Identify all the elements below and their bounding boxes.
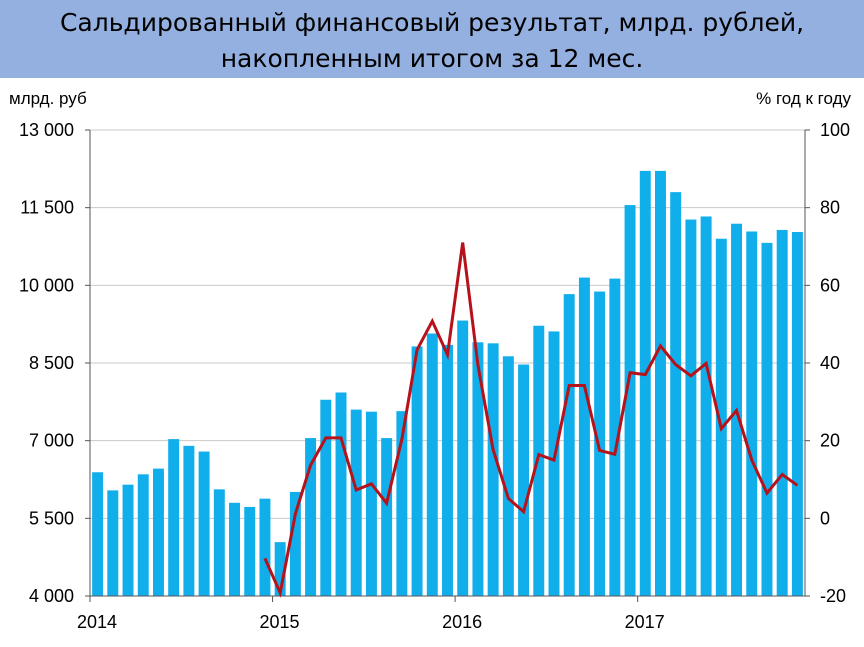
bar (791, 232, 803, 596)
bar (609, 278, 621, 596)
bar (350, 409, 362, 596)
bar (259, 498, 271, 596)
bar (426, 333, 438, 596)
bar (365, 411, 377, 596)
bar (198, 451, 210, 596)
bar (396, 411, 408, 596)
bar (700, 216, 712, 597)
left-tick-label: 8 500 (29, 353, 74, 373)
bar (639, 170, 651, 596)
title-bar (0, 0, 864, 78)
bar (502, 356, 514, 596)
left-tick-label: 4 000 (29, 586, 74, 606)
right-tick-label: 80 (820, 198, 840, 218)
bar (381, 438, 393, 596)
bar (624, 205, 636, 597)
bar (320, 399, 332, 596)
bar (305, 438, 317, 596)
bar (92, 472, 104, 596)
bar (289, 491, 301, 596)
x-tick-label: 2017 (625, 612, 665, 632)
left-tick-label: 13 000 (19, 120, 74, 140)
bar (533, 325, 545, 596)
bar (152, 468, 164, 596)
bar (472, 342, 484, 596)
bar (685, 219, 697, 596)
bar (655, 170, 666, 596)
bar (229, 502, 240, 596)
bar (137, 474, 149, 596)
growth-line (263, 242, 799, 598)
chart-title-line-1: Сальдированный финансовый результат, млр… (59, 8, 805, 37)
left-axis-label: млрд. руб (9, 89, 87, 108)
right-axis-label: % год к году (756, 89, 851, 108)
bar (548, 331, 560, 596)
right-tick-label: -20 (820, 586, 846, 606)
bar (670, 192, 682, 596)
bar (122, 484, 134, 596)
bar (244, 506, 256, 596)
right-tick-label: 40 (820, 353, 840, 373)
bar (168, 439, 180, 596)
bar (776, 229, 788, 597)
bar (746, 231, 758, 597)
bar (442, 344, 453, 596)
x-tick-label: 2015 (260, 612, 300, 632)
x-tick-label: 2014 (77, 612, 117, 632)
bar (183, 445, 195, 596)
bar (107, 490, 119, 596)
bar (715, 238, 727, 596)
right-tick-label: 60 (820, 275, 840, 295)
left-tick-label: 10 000 (19, 275, 74, 295)
x-tick-label: 2016 (442, 612, 482, 632)
bar (594, 291, 606, 596)
bar (335, 392, 347, 596)
bar (518, 364, 530, 596)
bar (411, 346, 423, 596)
bar (213, 489, 225, 596)
right-tick-label: 20 (820, 431, 840, 451)
bar (457, 320, 469, 596)
left-tick-label: 5 500 (29, 508, 74, 528)
left-tick-label: 11 500 (20, 198, 74, 218)
bar (578, 277, 590, 596)
right-tick-label: 0 (820, 508, 830, 528)
bar (563, 294, 575, 596)
bar (487, 343, 499, 596)
right-tick-label: 100 (820, 120, 850, 140)
bar (274, 542, 286, 596)
left-tick-label: 7 000 (29, 431, 74, 451)
bar (761, 242, 773, 596)
chart-title-line-2: накопленным итогом за 12 мес. (220, 44, 644, 73)
